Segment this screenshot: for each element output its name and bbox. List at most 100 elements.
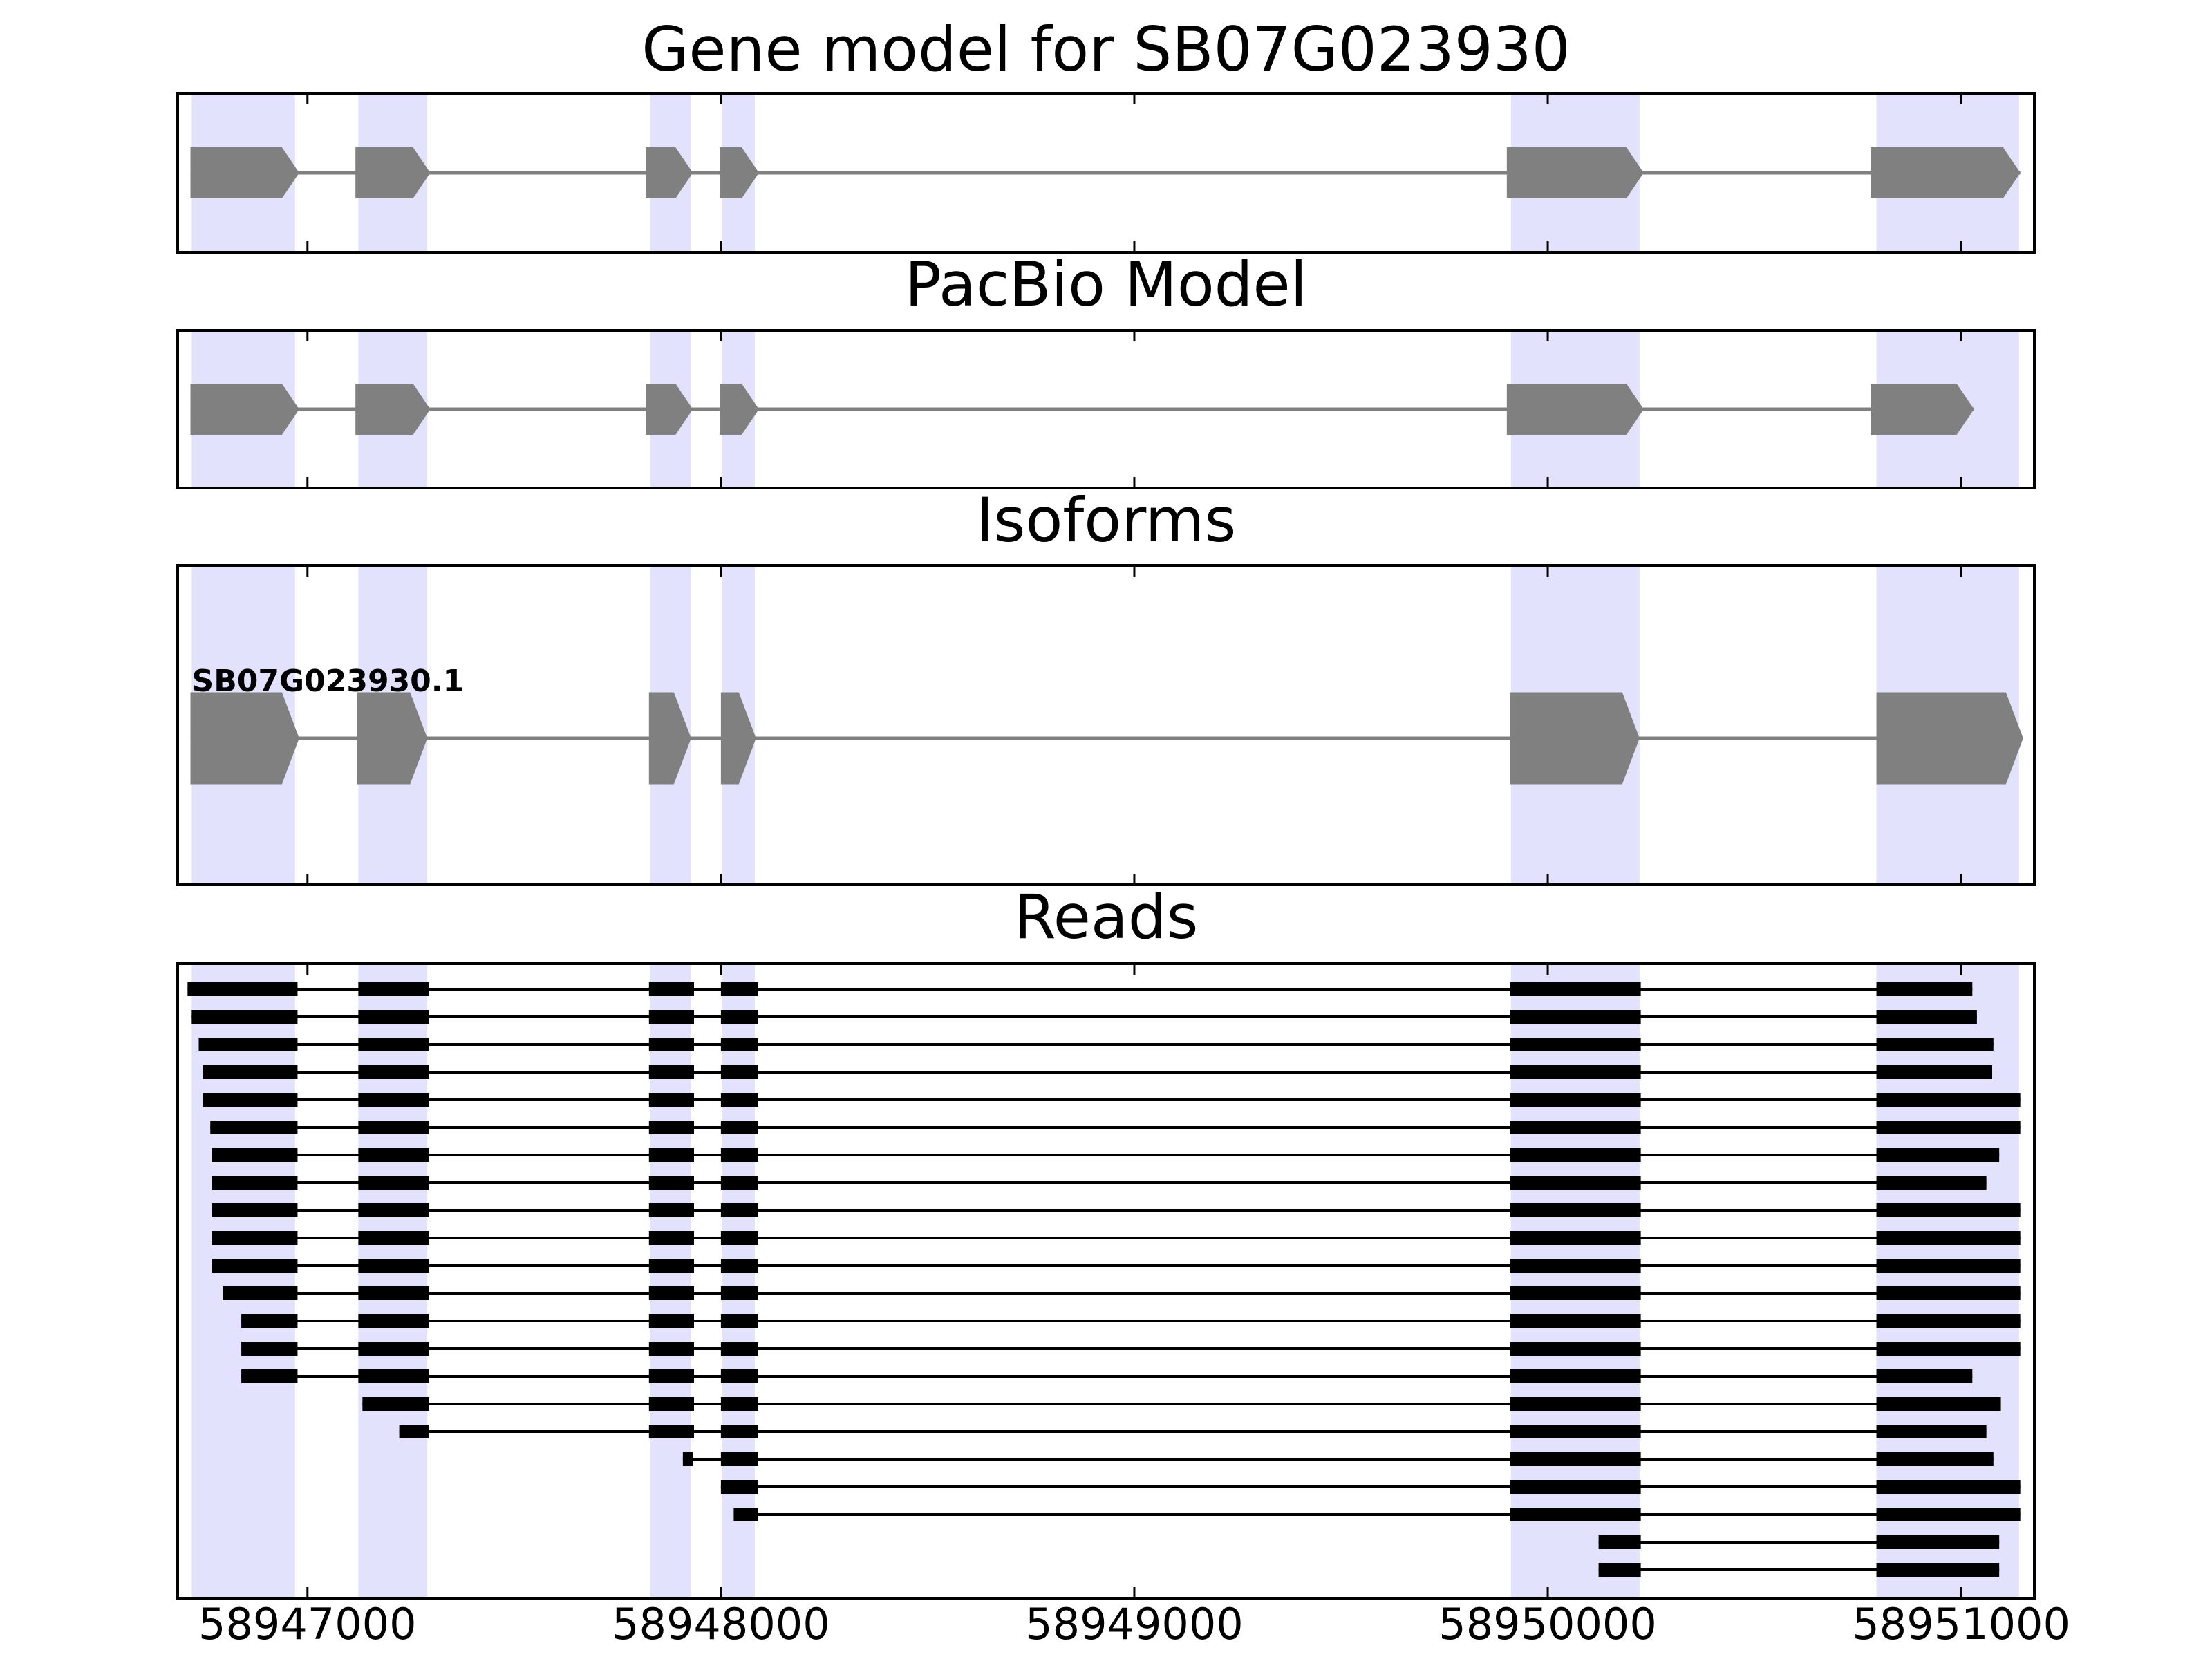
- read-block: [358, 1203, 429, 1217]
- exon: [1506, 384, 1644, 435]
- read-block: [1876, 1480, 2021, 1494]
- read-block: [720, 1452, 758, 1466]
- read-block: [1876, 1065, 1992, 1079]
- read-block: [1876, 1231, 2021, 1245]
- exon-highlight: [358, 964, 428, 1598]
- read-block: [648, 1176, 695, 1190]
- exon: [190, 147, 299, 198]
- read-block: [720, 982, 758, 996]
- read-block: [1598, 1563, 1641, 1577]
- read-block: [1510, 1038, 1641, 1051]
- panel-title: Isoforms: [976, 485, 1237, 556]
- panel-title: PacBio Model: [905, 249, 1307, 320]
- read-block: [358, 1121, 429, 1134]
- read-block: [648, 982, 695, 996]
- exon-highlight: [722, 964, 755, 1598]
- read-block: [212, 1176, 298, 1190]
- read-block: [648, 1286, 695, 1300]
- read-block: [1876, 1397, 2001, 1411]
- read-block: [648, 1093, 695, 1107]
- read-block: [1510, 1508, 1641, 1521]
- read-block: [648, 1231, 695, 1245]
- read-block: [720, 1369, 758, 1383]
- read-block: [1876, 1093, 2021, 1107]
- read-block: [1876, 1176, 1987, 1190]
- x-tick-label: 58948000: [612, 1599, 830, 1649]
- read-block: [358, 1231, 429, 1245]
- read-block: [720, 1342, 758, 1356]
- read-block: [241, 1314, 298, 1328]
- read-block: [198, 1038, 298, 1051]
- read-block: [1510, 1121, 1641, 1134]
- read-block: [720, 1259, 758, 1273]
- read-block: [1598, 1535, 1641, 1549]
- read-block: [1876, 1203, 2021, 1217]
- read-block: [720, 1480, 758, 1494]
- read-block: [1510, 1093, 1641, 1107]
- read-block: [210, 1121, 298, 1134]
- exon: [355, 147, 431, 198]
- exon: [1871, 384, 1974, 435]
- read-block: [1876, 1148, 2000, 1162]
- panel: PacBio Model: [176, 249, 2036, 489]
- read-block: [212, 1259, 298, 1273]
- read-block: [1510, 1397, 1641, 1411]
- read-block: [358, 1093, 429, 1107]
- read-block: [223, 1286, 298, 1300]
- read-block: [648, 1397, 695, 1411]
- read-block: [358, 1065, 429, 1079]
- read-block: [358, 1259, 429, 1273]
- read-block: [720, 1397, 758, 1411]
- read-block: [720, 1425, 758, 1438]
- read-block: [1876, 1259, 2021, 1273]
- read-block: [1510, 1314, 1641, 1328]
- panel-frame: [176, 962, 2036, 1600]
- exon: [720, 147, 759, 198]
- read-block: [648, 1314, 695, 1328]
- panel: Reads 58947000 58948000 58949000 58950000 589…: [176, 881, 2070, 1649]
- read-block: [1876, 1535, 2000, 1549]
- read-block: [733, 1508, 758, 1521]
- read-block: [1876, 1038, 1994, 1051]
- exon: [190, 384, 299, 435]
- exon-highlight: [1510, 964, 1640, 1598]
- read-block: [1510, 1010, 1641, 1024]
- read-block: [1510, 1425, 1641, 1438]
- read-block: [1876, 1508, 2021, 1521]
- read-block: [358, 1010, 429, 1024]
- read-block: [358, 982, 429, 996]
- read-block: [648, 1148, 695, 1162]
- read-block: [720, 1286, 758, 1300]
- read-block: [358, 1314, 429, 1328]
- read-block: [682, 1452, 693, 1466]
- read-block: [1876, 1314, 2021, 1328]
- exon: [1876, 692, 2023, 785]
- read-block: [648, 1342, 695, 1356]
- read-block: [648, 1010, 695, 1024]
- x-tick-label: 58947000: [198, 1599, 417, 1649]
- read-block: [358, 1176, 429, 1190]
- read-block: [648, 1038, 695, 1051]
- read-block: [1876, 1563, 2000, 1577]
- read-block: [1510, 1176, 1641, 1190]
- read-block: [720, 1176, 758, 1190]
- panel-frame: [176, 329, 2036, 489]
- read-block: [720, 1203, 758, 1217]
- read-block: [1876, 1342, 2021, 1356]
- read-block: [191, 1010, 298, 1024]
- read-block: [362, 1397, 429, 1411]
- read-block: [187, 982, 298, 996]
- read-block: [1876, 1452, 1994, 1466]
- exon-highlight: [650, 964, 691, 1598]
- read-block: [241, 1342, 298, 1356]
- read-block: [1876, 1425, 1987, 1438]
- read-block: [1510, 1065, 1641, 1079]
- read-block: [648, 1425, 695, 1438]
- read-block: [358, 1342, 429, 1356]
- panel: Gene model for SB07G023930: [176, 14, 2036, 254]
- read-block: [720, 1314, 758, 1328]
- read-block: [1876, 1286, 2021, 1300]
- read-block: [212, 1203, 298, 1217]
